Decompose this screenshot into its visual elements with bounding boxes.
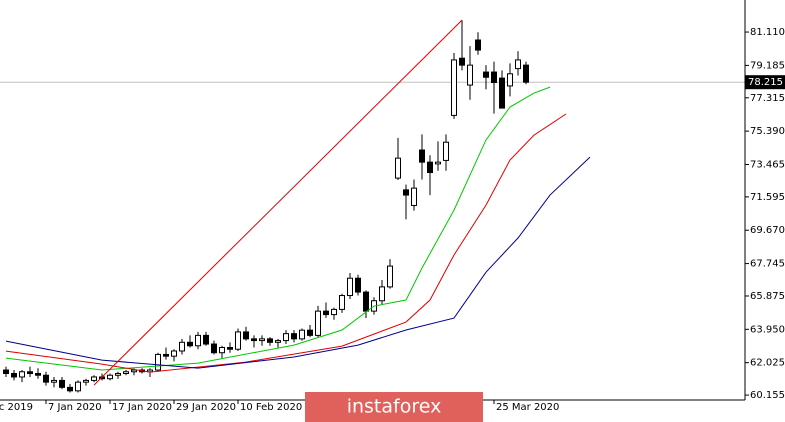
candle-body: [411, 187, 417, 206]
x-tick-label: 10 Feb 2020: [240, 402, 302, 413]
candle-body: [219, 347, 225, 354]
candle-body: [347, 277, 353, 297]
candle-body: [59, 379, 65, 388]
candle-body: [339, 295, 345, 310]
y-tick-label: 71.595: [750, 192, 785, 203]
candle-body: [299, 329, 305, 340]
candle-body: [523, 64, 529, 83]
candle-body: [395, 157, 401, 179]
candle-body: [315, 310, 321, 336]
candle-body: [323, 310, 329, 316]
candle-body: [467, 64, 473, 86]
y-tick-label: 63.950: [750, 324, 785, 335]
moving-average-line: [5, 113, 567, 373]
y-tick-label: 73.465: [750, 159, 785, 170]
x-tick-label: 29 Jan 2020: [176, 402, 236, 413]
candle-body: [27, 371, 33, 374]
moving-average-line: [5, 86, 551, 371]
candle-body: [427, 161, 433, 174]
candle-body: [355, 277, 361, 293]
candle-body: [67, 386, 73, 392]
candle-body: [451, 59, 457, 116]
candle-body: [459, 57, 465, 66]
candle-body: [251, 338, 257, 342]
candle-body: [115, 372, 121, 376]
candle-body: [491, 71, 497, 83]
current-price-label: 78.215: [748, 77, 783, 88]
axes: 81.110 79.185 77.315 75.390 73.465 71.595 69.6…: [45, 27, 785, 413]
candle-body: [331, 308, 337, 316]
candle-body: [235, 331, 241, 350]
candle-body: [227, 347, 233, 350]
candle-body: [243, 331, 249, 340]
candle-body: [443, 141, 449, 161]
y-tick-label: 77.315: [750, 93, 785, 104]
x-tick-label: 7 Jan 2020: [48, 402, 102, 413]
candle-body: [3, 369, 9, 374]
current-price-box: [745, 75, 785, 90]
candle-body: [211, 343, 217, 354]
y-tick-label: 62.025: [750, 358, 785, 369]
candle-body: [83, 379, 89, 383]
candle-body: [171, 350, 177, 357]
x-tick-label: 17 Jan 2020: [112, 402, 172, 413]
candle-body: [307, 329, 313, 336]
candle-body: [387, 265, 393, 288]
candle-body: [379, 286, 385, 302]
candle-body: [107, 374, 113, 380]
candle-body: [499, 77, 505, 109]
candle-body: [403, 189, 409, 196]
candle-body: [363, 291, 369, 312]
candle-body: [11, 372, 17, 378]
candle-body: [283, 333, 289, 342]
candle-body: [267, 338, 273, 343]
y-tick-label: 60.155: [750, 390, 785, 401]
candle-body: [91, 376, 97, 381]
candle-body: [19, 371, 25, 378]
candle-body: [155, 353, 161, 371]
candle-body: [291, 333, 297, 340]
candle-body: [203, 334, 209, 345]
x-edge-label: Dec 2019: [0, 402, 33, 413]
candle-body: [131, 369, 137, 373]
y-tick-label: 75.390: [750, 126, 785, 137]
candle-body: [275, 340, 281, 343]
candle-body: [419, 149, 425, 163]
candle-body: [483, 71, 489, 78]
candle-body: [507, 73, 513, 87]
candle-body: [179, 341, 185, 352]
plot-area: [0, 19, 745, 393]
watermark: instaforex: [347, 396, 442, 418]
moving-average-line: [5, 156, 591, 369]
candle-body: [475, 39, 481, 51]
candle-body: [259, 338, 265, 342]
candle-body: [187, 341, 193, 347]
candle-body: [163, 353, 169, 357]
y-tick-label: 79.185: [750, 60, 785, 71]
y-tick-label: 81.110: [750, 27, 785, 38]
candle-body: [515, 59, 521, 70]
candle-body: [51, 379, 57, 383]
y-tick-label: 65.875: [750, 291, 785, 302]
y-tick-label: 67.745: [750, 259, 785, 270]
x-tick-label: 25 Mar 2020: [496, 402, 559, 413]
candle-body: [43, 374, 49, 383]
candle-body: [35, 372, 41, 376]
candle-body: [123, 371, 129, 374]
candle-body: [195, 334, 201, 347]
y-tick-label: 69.670: [750, 225, 785, 236]
candle-body: [435, 161, 441, 165]
trendline: [93, 19, 463, 386]
watermark-box: [305, 392, 483, 422]
candle-body: [75, 381, 81, 392]
